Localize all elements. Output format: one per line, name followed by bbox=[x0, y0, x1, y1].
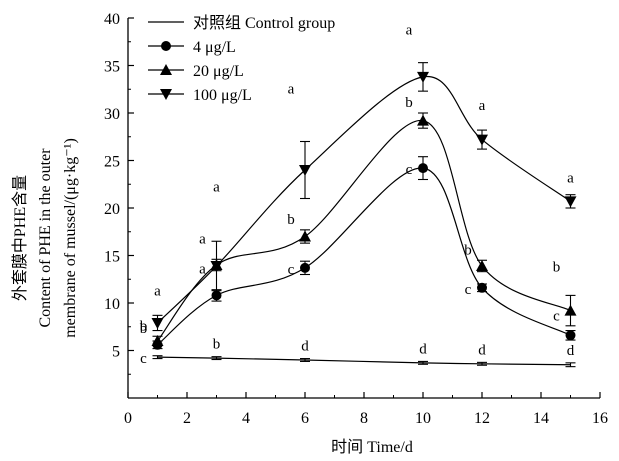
significance-label: b bbox=[553, 259, 561, 275]
significance-label: b bbox=[464, 242, 472, 258]
x-tick-label: 16 bbox=[592, 410, 608, 427]
significance-label: b bbox=[140, 318, 148, 334]
significance-label: d bbox=[567, 343, 575, 359]
legend-item: 4 μg/L bbox=[148, 39, 236, 56]
significance-label: a bbox=[406, 23, 413, 39]
series-1 bbox=[152, 355, 576, 368]
x-tick-label: 14 bbox=[533, 410, 549, 427]
significance-label: a bbox=[154, 283, 161, 299]
x-tick-label: 0 bbox=[124, 410, 132, 427]
significance-label: a bbox=[288, 82, 295, 98]
legend-label: 对照组 Control group bbox=[193, 14, 335, 32]
y-tick-label: 30 bbox=[104, 106, 120, 123]
significance-label: b bbox=[213, 337, 221, 353]
legend-marker bbox=[160, 89, 172, 100]
y-axis-title: 外套膜中PHE含量 Content of PHE in the outer me… bbox=[11, 138, 79, 338]
x-tick-label: 2 bbox=[183, 410, 191, 427]
y-axis-title-line-2: Content of PHE in the outer bbox=[37, 148, 54, 328]
significance-label: b bbox=[405, 95, 413, 111]
significance-label: a bbox=[213, 179, 220, 195]
legend: 对照组 Control group 4 μg/L 20 μg/L 100 μg/L bbox=[148, 14, 335, 104]
x-tick-label: 10 bbox=[415, 410, 431, 427]
data-point bbox=[417, 114, 429, 126]
legend-marker bbox=[161, 41, 171, 51]
data-point bbox=[564, 196, 577, 208]
data-point bbox=[299, 165, 311, 176]
data-point bbox=[565, 330, 576, 341]
significance-label: d bbox=[301, 339, 309, 355]
y-tick-label: 35 bbox=[104, 59, 120, 76]
legend-item: 20 μg/L bbox=[148, 63, 244, 80]
data-point bbox=[151, 317, 164, 329]
x-tick-label: 12 bbox=[474, 410, 490, 427]
data-point bbox=[300, 262, 310, 273]
x-tick-label: 8 bbox=[360, 410, 368, 427]
data-point bbox=[476, 259, 488, 271]
data-point bbox=[151, 335, 164, 346]
significance-label: a bbox=[199, 231, 206, 247]
significance-label: c bbox=[465, 282, 472, 298]
significance-label: b bbox=[140, 321, 148, 337]
y-tick-label: 5 bbox=[112, 344, 120, 361]
legend-label: 20 μg/L bbox=[193, 63, 244, 80]
y-tick-label: 20 bbox=[104, 201, 120, 218]
significance-label: d bbox=[419, 341, 427, 357]
y-tick-label: 15 bbox=[104, 249, 120, 266]
significance-label: c bbox=[288, 262, 295, 278]
legend-item: 对照组 Control group bbox=[148, 14, 335, 32]
series-layer bbox=[151, 62, 577, 368]
significance-label: a bbox=[479, 98, 486, 114]
data-point bbox=[299, 230, 311, 242]
x-axis-title: 时间 Time/d bbox=[331, 438, 413, 456]
legend-label: 4 μg/L bbox=[193, 39, 236, 56]
y-tick-label: 10 bbox=[104, 296, 120, 313]
data-point bbox=[211, 290, 222, 301]
significance-label: b bbox=[287, 212, 295, 228]
data-point bbox=[564, 304, 577, 316]
y-tick-label: 25 bbox=[104, 154, 120, 171]
data-point bbox=[210, 260, 223, 272]
axes: 0 2 4 6 8 10 12 14 16 5 10 15 20 25 30 35 40 bbox=[104, 11, 608, 427]
data-point bbox=[476, 134, 488, 146]
significance-label: c bbox=[406, 162, 413, 178]
y-axis-title-line-3: membrane of mussel/(μg·kg⁻¹) bbox=[62, 138, 79, 338]
legend-label: 100 μg/L bbox=[193, 87, 252, 104]
series-line bbox=[157, 76, 571, 324]
series-line bbox=[157, 356, 571, 366]
significance-label: c bbox=[553, 309, 560, 325]
significance-label: d bbox=[478, 342, 486, 358]
y-axis-title-line-1: 外套膜中PHE含量 bbox=[11, 175, 29, 301]
series-4 bbox=[151, 62, 577, 332]
significance-label: a bbox=[199, 262, 206, 278]
x-tick-label: 4 bbox=[242, 410, 250, 427]
x-tick-label: 6 bbox=[301, 410, 309, 427]
significance-label: c bbox=[140, 351, 147, 367]
y-tick-label: 40 bbox=[104, 11, 120, 28]
legend-item: 100 μg/L bbox=[148, 87, 252, 104]
data-point bbox=[418, 163, 428, 174]
data-point bbox=[477, 282, 487, 293]
data-point bbox=[417, 71, 429, 83]
legend-marker bbox=[160, 64, 172, 75]
significance-label: a bbox=[567, 171, 574, 187]
